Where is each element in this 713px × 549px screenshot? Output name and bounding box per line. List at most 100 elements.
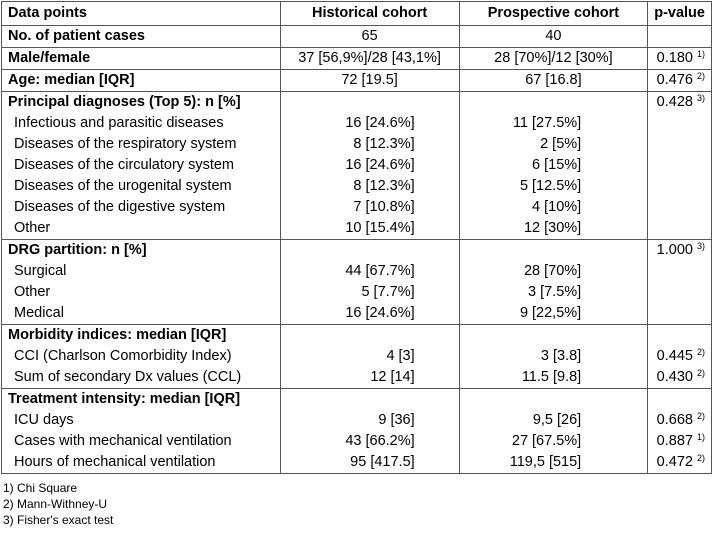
header-row: Data points Historical cohort Prospectiv… — [1, 1, 712, 26]
table-row: Medical 16 [24.6%] 9 [22,5%] — [1, 303, 712, 325]
p-value — [647, 197, 712, 218]
table-row: Diseases of the digestive system 7 [10.8%… — [1, 197, 712, 218]
historical-value: 16 [24.6%] — [279, 155, 460, 176]
table-row: Other 10 [15.4%] 12 [30%] — [1, 218, 712, 240]
historical-value: 16 [24.6%] — [279, 113, 460, 134]
p-value: 0.445 2) — [647, 346, 712, 367]
historical-value: 7 [10.8%] — [279, 197, 460, 218]
p-value — [647, 25, 712, 48]
prospective-value — [458, 239, 649, 261]
prospective-value: 28 [70%]/12 [30%] — [458, 47, 649, 70]
section-header-row: Principal diagnoses (Top 5): n [%] 0.428 … — [1, 91, 712, 113]
historical-value: 43 [66.2%] — [279, 431, 460, 452]
p-value-text: 0.430 — [656, 369, 693, 385]
historical-value: 65 — [279, 25, 460, 48]
historical-value: 5 [7.7%] — [279, 282, 460, 303]
prospective-value: 2 [5%] — [458, 134, 649, 155]
row-label: Male/female — [1, 47, 281, 70]
header-historical: Historical cohort — [279, 1, 460, 26]
p-value: 0.428 3) — [647, 91, 712, 113]
historical-value: 12 [14] — [279, 367, 460, 389]
p-value — [647, 218, 712, 240]
prospective-value: 11 [27.5%] — [458, 113, 649, 134]
row-label: Diseases of the urogenital system — [1, 176, 281, 197]
p-value: 0.180 1) — [647, 47, 712, 70]
prospective-value — [458, 388, 649, 410]
p-value: 1.000 3) — [647, 239, 712, 261]
prospective-value: 6 [15%] — [458, 155, 649, 176]
p-value — [647, 261, 712, 282]
table-row: Sum of secondary Dx values (CCL) 12 [14] 1… — [1, 367, 712, 389]
section-title: Treatment intensity: median [IQR] — [1, 388, 281, 410]
p-value: 0.476 2) — [647, 69, 712, 92]
row-label: Age: median [IQR] — [1, 69, 281, 92]
header-p-value: p-value — [647, 1, 712, 26]
historical-value: 44 [67.7%] — [279, 261, 460, 282]
p-value: 0.430 2) — [647, 367, 712, 389]
footnote: 3) Fisher's exact test — [3, 513, 114, 527]
historical-value: 9 [36] — [279, 410, 460, 431]
prospective-value: 3 [7.5%] — [458, 282, 649, 303]
footnote: 1) Chi Square — [3, 481, 78, 495]
footnote-ref: 2) — [696, 411, 705, 421]
prospective-value: 27 [67.5%] — [458, 431, 649, 452]
p-value: 0.887 1) — [647, 431, 712, 452]
table-row: No. of patient cases 65 40 — [1, 25, 712, 48]
row-label: Diseases of the digestive system — [1, 197, 281, 218]
table-row: Surgical 44 [67.7%] 28 [70%] — [1, 261, 712, 282]
row-label: Diseases of the circulatory system — [1, 155, 281, 176]
prospective-value: 4 [10%] — [458, 197, 649, 218]
p-value — [647, 324, 712, 346]
p-value — [647, 388, 712, 410]
section-header-row: Morbidity indices: median [IQR] — [1, 324, 712, 346]
p-value — [647, 303, 712, 325]
historical-value — [279, 388, 460, 410]
historical-value: 8 [12.3%] — [279, 176, 460, 197]
header-prospective: Prospective cohort — [458, 1, 649, 26]
prospective-value: 11.5 [9.8] — [458, 367, 649, 389]
prospective-value: 9,5 [26] — [458, 410, 649, 431]
prospective-value — [458, 91, 649, 113]
historical-value: 10 [15.4%] — [279, 218, 460, 240]
p-value — [647, 113, 712, 134]
table-row: Age: median [IQR] 72 [19.5] 67 [16.8] 0.476… — [1, 69, 712, 92]
p-value-text: 1.000 — [656, 242, 693, 258]
table-row: Infectious and parasitic diseases 16 [24.… — [1, 113, 712, 134]
table-row: Other 5 [7.7%] 3 [7.5%] — [1, 282, 712, 303]
section-title: DRG partition: n [%] — [1, 239, 281, 261]
historical-value: 37 [56,9%]/28 [43,1%] — [279, 47, 460, 70]
prospective-value: 12 [30%] — [458, 218, 649, 240]
historical-value: 95 [417.5] — [279, 452, 460, 474]
historical-value — [279, 91, 460, 113]
historical-value: 72 [19.5] — [279, 69, 460, 92]
p-value-text: 0.180 — [656, 50, 693, 66]
footnote-ref: 3) — [696, 241, 705, 251]
p-value-text: 0.887 — [656, 433, 693, 449]
footnote-ref: 3) — [696, 93, 705, 103]
row-label: No. of patient cases — [1, 25, 281, 48]
footnote-ref: 2) — [696, 368, 705, 378]
p-value — [647, 134, 712, 155]
footnotes: 1) Chi Square 2) Mann-Withney-U 3) Fisher'… — [3, 480, 712, 528]
footnote-ref: 2) — [696, 347, 705, 357]
row-label: Cases with mechanical ventilation — [1, 431, 281, 452]
p-value-text: 0.472 — [656, 454, 693, 470]
prospective-value: 67 [16.8] — [458, 69, 649, 92]
row-label: Medical — [1, 303, 281, 325]
section-title: Principal diagnoses (Top 5): n [%] — [1, 91, 281, 113]
section-header-row: Treatment intensity: median [IQR] — [1, 388, 712, 410]
table-row: Diseases of the urogenital system 8 [12.3… — [1, 176, 712, 197]
data-table: Data points Historical cohort Prospectiv… — [1, 1, 712, 474]
table-row: ICU days 9 [36] 9,5 [26] 0.668 2) — [1, 410, 712, 431]
row-label: Diseases of the respiratory system — [1, 134, 281, 155]
p-value: 0.472 2) — [647, 452, 712, 474]
historical-value — [279, 239, 460, 261]
p-value — [647, 282, 712, 303]
p-value-text: 0.476 — [656, 72, 693, 88]
row-label: Other — [1, 282, 281, 303]
p-value-text: 0.668 — [656, 412, 693, 428]
footnote: 2) Mann-Withney-U — [3, 497, 108, 511]
prospective-value: 3 [3.8] — [458, 346, 649, 367]
prospective-value: 119,5 [515] — [458, 452, 649, 474]
row-label: Other — [1, 218, 281, 240]
